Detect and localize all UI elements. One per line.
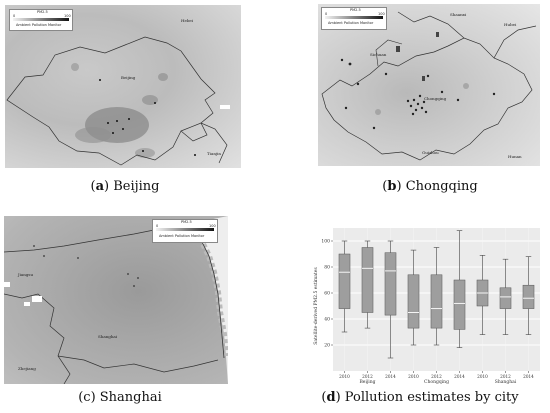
box-iqr — [338, 253, 351, 309]
group-label-shanghai: Shanghai — [495, 379, 517, 385]
legend-min: 0 — [13, 14, 16, 18]
label-guizhou: Guizhou — [422, 150, 439, 155]
label-zhejiang: Zhejiang — [18, 366, 36, 371]
label-shanghai: Shanghai — [98, 334, 118, 339]
legend-min: 0 — [156, 224, 159, 228]
label-chongqing: Chongqing — [424, 96, 447, 101]
caption-letter: d — [326, 390, 336, 405]
y-tick-label: 20 — [324, 343, 330, 349]
label-shaanxi: Shaanxi — [450, 12, 467, 17]
panel-shanghai: Jiangsu Shanghai Zhejiang PM2.5 0 100 Am… — [0, 210, 275, 413]
legend-title: PM2.5 — [37, 10, 48, 14]
box-beijing-2010 — [338, 240, 351, 333]
label-tianjin: Tianjin — [207, 151, 222, 156]
legend-item: Ambient Pollution Monitor — [328, 21, 374, 25]
caption-b: (b) Chongqing — [382, 179, 478, 194]
y-tick-label: 40 — [324, 317, 330, 323]
legend-colorbar — [156, 228, 214, 231]
box-iqr — [499, 287, 512, 309]
x-tick-label: 2014 — [454, 374, 465, 379]
label-jiangsu: Jiangsu — [18, 272, 34, 277]
x-tick-label: 2010 — [408, 374, 419, 379]
box-chongqing-2010 — [407, 249, 420, 346]
x-axis: 2010 2012 2014 2010 2012 2014 2010 2012 2014 Beij… — [339, 371, 534, 385]
box-beijing-2014 — [384, 240, 397, 359]
shanghai-map: Jiangsu Shanghai Zhejiang PM2.5 0 100 Am… — [4, 216, 228, 384]
caption-c: (c) Shanghai — [78, 390, 162, 405]
legend-title: PM2.5 — [181, 220, 192, 224]
legend-title: PM2.5 — [350, 8, 361, 12]
x-tick-label: 2010 — [339, 374, 350, 379]
caption-city: Shanghai — [99, 390, 162, 405]
legend-max: 100 — [209, 224, 216, 228]
panel-chongqing: Shaanxi Hubei Sichuan Chongqing Guizhou … — [275, 0, 550, 200]
label-beijing: Beijing — [121, 75, 136, 80]
box-shanghai-2014 — [522, 256, 535, 335]
shanghai-map-graphic — [4, 216, 228, 384]
x-tick-label: 2010 — [477, 374, 488, 379]
caption-city: Beijing — [113, 179, 160, 194]
box-iqr — [453, 279, 466, 330]
y-tick-label: 80 — [324, 265, 330, 271]
box-iqr — [384, 252, 397, 316]
y-axis-label: Satellite-derived PM2.5 estimates — [313, 267, 319, 345]
caption-city: Chongqing — [405, 179, 478, 194]
box-beijing-2012 — [361, 240, 374, 329]
box-chongqing-2012 — [430, 247, 443, 346]
x-tick-label: 2012 — [431, 374, 442, 379]
box-chongqing-2014 — [453, 230, 466, 348]
panel-boxplot: 20 40 60 80 100 2010 2012 2014 2010 2012 2014 2010… — [275, 210, 550, 413]
boxes — [338, 230, 535, 359]
group-label-chongqing: Chongqing — [424, 379, 449, 385]
chongqing-map: Shaanxi Hubei Sichuan Chongqing Guizhou … — [318, 4, 540, 166]
label-hebei: Hebei — [181, 18, 194, 23]
panel-beijing: Hebei Beijing Tianjin PM2.5 0 100 Ambien… — [0, 0, 275, 200]
legend-colorbar — [325, 16, 383, 19]
x-tick-label: 2012 — [500, 374, 511, 379]
map-legend: PM2.5 0 100 Ambient Pollution Monitor — [9, 9, 73, 31]
label-sichuan: Sichuan — [370, 52, 387, 57]
label-hunan: Hunan — [508, 154, 522, 159]
caption-title: Pollution estimates by city — [344, 390, 519, 405]
beijing-map-graphic — [6, 36, 230, 166]
legend-min: 0 — [325, 12, 328, 16]
caption-letter: a — [95, 179, 104, 194]
caption-a: (a) Beijing — [90, 179, 160, 194]
legend-item: Ambient Pollution Monitor — [16, 23, 62, 27]
box-shanghai-2012 — [499, 258, 512, 335]
x-tick-label: 2014 — [523, 374, 534, 379]
y-tick-label: 60 — [324, 291, 330, 297]
x-tick-label: 2014 — [385, 374, 396, 379]
x-tick-label: 2012 — [362, 374, 373, 379]
caption-letter: c — [83, 390, 91, 405]
legend-item: Ambient Pollution Monitor — [159, 234, 205, 238]
legend-colorbar — [13, 18, 69, 21]
box-shanghai-2010 — [476, 254, 489, 335]
box-iqr — [361, 247, 374, 313]
beijing-map: Hebei Beijing Tianjin PM2.5 0 100 Ambien… — [5, 5, 241, 168]
legend-max: 100 — [64, 14, 71, 18]
map-legend: PM2.5 0 100 Ambient Pollution Monitor — [152, 219, 218, 243]
chongqing-map-graphic — [321, 11, 537, 161]
caption-d: (d) Pollution estimates by city — [321, 390, 519, 405]
box-iqr — [522, 284, 535, 309]
caption-letter: b — [387, 179, 397, 194]
group-label-beijing: Beijing — [359, 379, 375, 385]
box-iqr — [407, 274, 420, 329]
legend-max: 100 — [378, 12, 385, 16]
box-iqr — [430, 274, 443, 329]
y-axis: 20 40 60 80 100 — [321, 239, 333, 349]
y-tick-label: 100 — [321, 239, 330, 245]
label-hubei: Hubei — [504, 22, 517, 27]
map-legend: PM2.5 0 100 Ambient Pollution Monitor — [321, 7, 387, 30]
